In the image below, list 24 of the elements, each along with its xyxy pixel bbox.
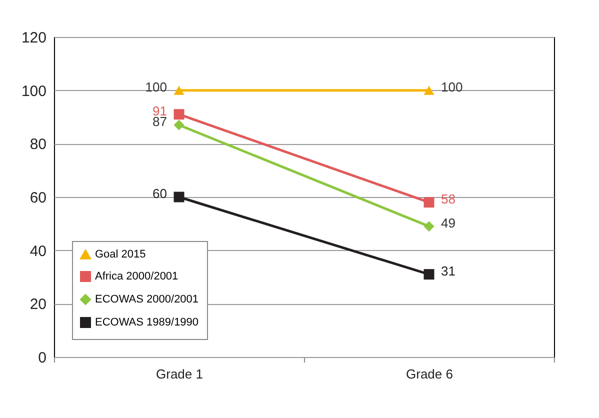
point [424, 269, 434, 280]
point [174, 192, 184, 202]
point [424, 221, 434, 232]
y-tick-label: 100 [21, 82, 46, 100]
legend-label: ECOWAS 1989/1990 [95, 316, 199, 328]
point [424, 197, 434, 208]
x-tick-label: Grade 1 [156, 366, 203, 382]
y-tick-label: 0 [38, 350, 46, 366]
y-tick-label: 80 [30, 136, 46, 154]
legend-label: Goal 2015 [95, 248, 146, 260]
y-tick-label: 120 [21, 30, 46, 46]
y-tick-label: 60 [30, 190, 46, 206]
data-label: 100 [441, 79, 463, 94]
data-label: 49 [441, 215, 456, 230]
data-label: 31 [441, 263, 456, 278]
point [174, 109, 184, 120]
y-tick-label: 40 [30, 242, 46, 260]
data-label: 100 [145, 79, 167, 94]
legend-label: ECOWAS 2000/2001 [95, 294, 199, 306]
point [174, 120, 184, 130]
legend-label: Africa 2000/2001 [95, 270, 178, 282]
data-label: 60 [152, 186, 167, 201]
x-tick-label: Grade 6 [406, 366, 453, 382]
y-tick-label: 20 [30, 296, 46, 314]
